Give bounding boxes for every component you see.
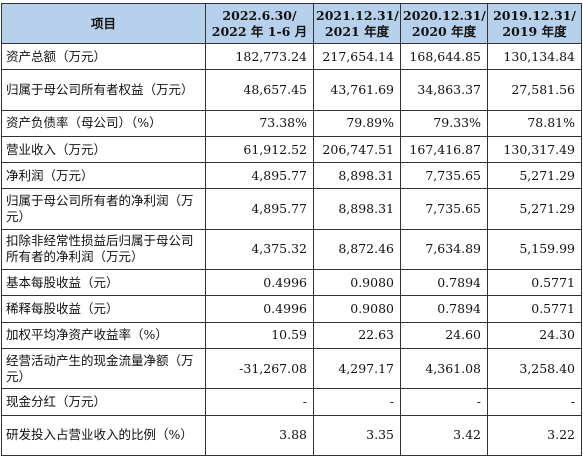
header-period-date: 2019.12.31/ [493,7,576,23]
table-row: 营业收入（万元） 61,912.52 206,747.51 167,416.87… [1,135,582,164]
table-row: 净利润（万元） 4,895.77 8,898.31 7,735.65 5,271… [1,162,582,190]
cell-value: 182,773.24 [205,42,314,71]
row-label: 营业收入（万元） [1,135,206,164]
cell-value: 8,872.46 [313,228,401,271]
cell-value: 206,747.51 [313,135,401,164]
cell-value: 79.33% [400,109,488,137]
row-label: 扣除非经常性损益后归属于母公司所有者的净利润（万元） [1,228,206,271]
cell-value: 0.7894 [400,269,488,297]
cell-value: 7,634.89 [400,228,488,271]
row-label: 经营活动产生的现金流量净额（万元） [1,347,206,390]
cell-value: 130,134.84 [487,42,582,71]
cell-value: 27,581.56 [487,69,582,111]
table-row: 归属于母公司所有者权益（万元） 48,657.45 43,761.69 34,8… [1,69,582,111]
cell-value: - [313,388,401,416]
cell-value: 0.5771 [487,269,582,297]
header-period: 2020.12.31/ 2020 年度 [400,3,488,44]
cell-value: 0.4996 [205,269,314,297]
row-label: 现金分红（万元） [1,388,206,416]
table-header-row: 项目 2022.6.30/ 2022 年 1-6 月 2021.12.31/ 2… [1,3,582,44]
cell-value: 5,159.99 [487,228,582,271]
cell-value: 8,898.31 [313,162,401,190]
header-item: 项目 [1,3,206,44]
cell-value: - [487,388,582,416]
cell-value: 7,735.65 [400,188,488,230]
table-row: 归属于母公司所有者的净利润（万元） 4,895.77 8,898.31 7,73… [1,188,582,230]
cell-value: 34,863.37 [400,69,488,111]
row-label: 基本每股收益（元） [1,269,206,297]
cell-value: 78.81% [487,109,582,137]
cell-value: 0.7894 [400,295,488,323]
header-period-label: 2021 年度 [324,23,390,39]
cell-value: 4,375.32 [205,228,314,271]
cell-value: 7,735.65 [400,162,488,190]
cell-value: 4,895.77 [205,188,314,230]
cell-value: 0.5771 [487,295,582,323]
cell-value: 48,657.45 [205,69,314,111]
cell-value: 5,271.29 [487,162,582,190]
cell-value: 167,416.87 [400,135,488,164]
row-label: 资产负债率（母公司）（%） [1,109,206,137]
cell-value: 4,895.77 [205,162,314,190]
header-period-date: 2022.6.30/ [222,7,297,23]
cell-value: 0.9080 [313,269,401,297]
cell-value: 79.89% [313,109,401,137]
cell-value: 3.35 [313,414,401,457]
cell-value: 4,361.08 [400,347,488,390]
table-row: 基本每股收益（元） 0.4996 0.9080 0.7894 0.5771 [1,269,582,297]
table-row: 加权平均净资产收益率（%） 10.59 22.63 24.60 24.30 [1,321,582,349]
cell-value: 3.22 [487,414,582,457]
row-label: 研发投入占营业收入的比例（%） [1,414,206,457]
cell-value: 5,271.29 [487,188,582,230]
cell-value: 130,317.49 [487,135,582,164]
cell-value: 3.42 [400,414,488,457]
header-period: 2019.12.31/ 2019 年度 [487,3,582,44]
cell-value: 10.59 [205,321,314,349]
cell-value: - [400,388,488,416]
cell-value: 61,912.52 [205,135,314,164]
table-row: 资产负债率（母公司）（%） 73.38% 79.89% 79.33% 78.81… [1,109,582,137]
cell-value: 4,297.17 [313,347,401,390]
row-label: 资产总额（万元） [1,42,206,71]
table-row: 研发投入占营业收入的比例（%） 3.88 3.35 3.42 3.22 [1,414,582,457]
cell-value: 8,898.31 [313,188,401,230]
header-period-date: 2021.12.31/ [316,7,399,23]
row-label: 归属于母公司所有者权益（万元） [1,69,206,111]
cell-value: 168,644.85 [400,42,488,71]
header-period: 2021.12.31/ 2021 年度 [313,3,401,44]
cell-value: 73.38% [205,109,314,137]
table-row: 现金分红（万元） - - - - [1,388,582,416]
cell-value: 24.60 [400,321,488,349]
header-period: 2022.6.30/ 2022 年 1-6 月 [205,3,314,44]
cell-value: -31,267.08 [205,347,314,390]
cell-value: 22.63 [313,321,401,349]
cell-value: 217,654.14 [313,42,401,71]
cell-value: 24.30 [487,321,582,349]
cell-value: - [205,388,314,416]
row-label: 加权平均净资产收益率（%） [1,321,206,349]
table-row: 扣除非经常性损益后归属于母公司所有者的净利润（万元） 4,375.32 8,87… [1,228,582,271]
cell-value: 0.4996 [205,295,314,323]
table-row: 稀释每股收益（元） 0.4996 0.9080 0.7894 0.5771 [1,295,582,323]
header-period-date: 2020.12.31/ [403,7,486,23]
cell-value: 43,761.69 [313,69,401,111]
header-period-label: 2019 年度 [502,23,567,39]
financial-indicators-table: 项目 2022.6.30/ 2022 年 1-6 月 2021.12.31/ 2… [1,3,582,457]
table-row: 资产总额（万元） 182,773.24 217,654.14 168,644.8… [1,42,582,71]
cell-value: 3.88 [205,414,314,457]
row-label: 净利润（万元） [1,162,206,190]
row-label: 稀释每股收益（元） [1,295,206,323]
header-period-label: 2020 年度 [411,23,477,39]
table-row: 经营活动产生的现金流量净额（万元） -31,267.08 4,297.17 4,… [1,347,582,390]
cell-value: 0.9080 [313,295,401,323]
header-period-label: 2022 年 1-6 月 [211,23,308,39]
cell-value: 3,258.40 [487,347,582,390]
row-label: 归属于母公司所有者的净利润（万元） [1,188,206,230]
